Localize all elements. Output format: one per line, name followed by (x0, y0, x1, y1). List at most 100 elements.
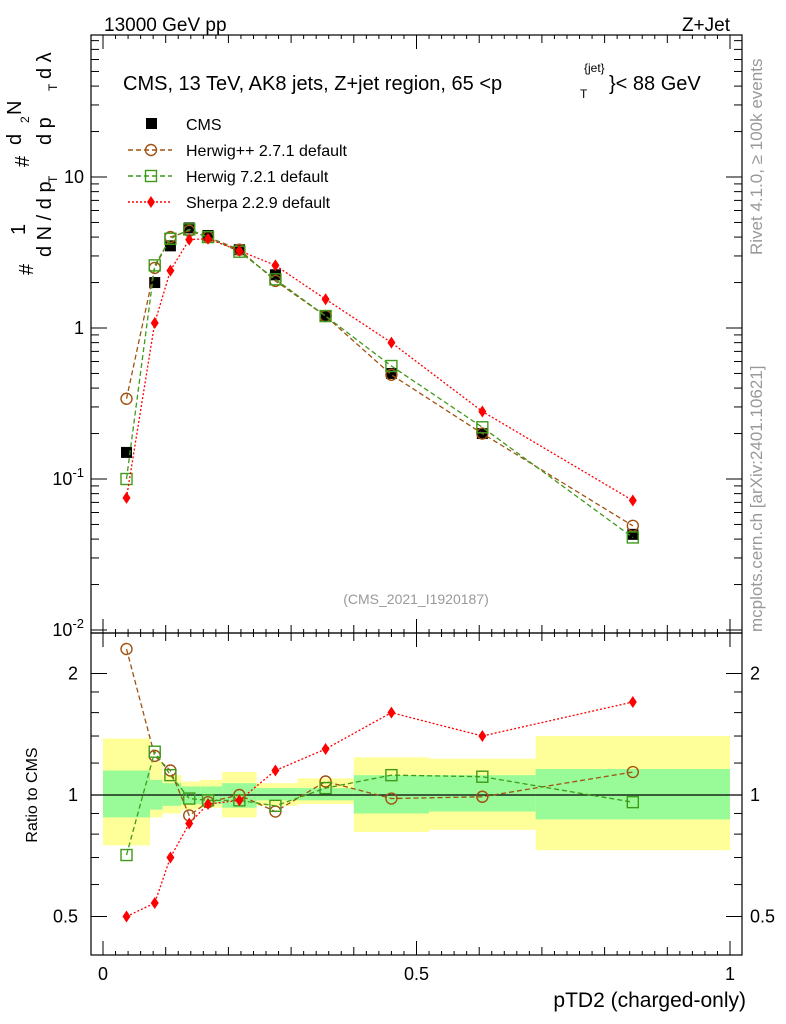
legend-cms-marker (146, 118, 157, 129)
ratio-point-herwig-7-2-1-default-3 (183, 792, 196, 805)
top-line-sherpa-2-2-9-default (125, 238, 634, 502)
top-point-herwig-7-2-1-default-2 (164, 232, 177, 245)
top-point-herwig-2-7-1-default-9 (476, 427, 489, 440)
ratio-point-herwig-2-7-1-default-10 (626, 765, 640, 779)
ylabel-dn: d N / d p (34, 181, 56, 257)
top-point-herwig-7-2-1-default-8 (385, 359, 398, 373)
ratio-line-herwig-7-2-1-default (125, 750, 633, 856)
top-point-cms-8 (385, 367, 397, 379)
top-point-sherpa-2-2-9-default-8 (387, 336, 396, 349)
top-point-herwig-2-7-1-default-0 (120, 392, 133, 405)
y-tick-label-ratio: 2 (68, 664, 78, 684)
ratio-point-herwig-7-2-1-default-6 (269, 799, 282, 813)
ratio-point-herwig-2-7-1-default-7 (319, 775, 332, 788)
x-tick-label: 0.5 (404, 964, 429, 984)
x-axis-label: pTD2 (charged-only) (553, 989, 746, 1012)
title-sub: T (580, 87, 588, 101)
ylabel-t: T (46, 175, 60, 183)
ratio-point-sherpa-2-2-9-default-7 (321, 743, 330, 756)
ratio-point-herwig-7-2-1-default-8 (385, 768, 398, 782)
y-tick-label-top: 10-1 (52, 465, 84, 489)
top-point-herwig-7-2-1-default-0 (120, 472, 133, 486)
y-axis-label-top: # 1 d N / d p T # d 2 N d p T d λ (4, 52, 60, 275)
ratio-point-herwig-7-2-1-default-2 (164, 768, 177, 782)
top-point-sherpa-2-2-9-default-7 (321, 293, 330, 306)
ratio-point-sherpa-2-2-9-default-9 (478, 730, 487, 743)
top-point-herwig-7-2-1-default-1 (148, 259, 161, 272)
top-point-sherpa-2-2-9-default-9 (478, 405, 487, 418)
top-point-herwig-7-2-1-default-10 (626, 531, 640, 544)
y-axis-label-ratio: Ratio to CMS (24, 747, 41, 842)
ratio-point-sherpa-2-2-9-default-3 (185, 817, 194, 830)
top-point-cms-0 (121, 446, 133, 458)
band-inner-9 (429, 775, 536, 812)
y-tick-label-ratio: 1 (68, 785, 78, 805)
x-tick-label: 1 (725, 964, 735, 984)
top-point-sherpa-2-2-9-default-2 (166, 264, 175, 277)
top-point-sherpa-2-2-9-default-1 (150, 316, 159, 329)
top-point-sherpa-2-2-9-default-4 (204, 232, 213, 245)
band-inner-0 (103, 770, 151, 818)
ratio-point-sherpa-2-2-9-default-4 (204, 797, 213, 810)
ylabel-t2: T (46, 83, 60, 91)
legend-herwigpp-label: Herwig++ 2.7.1 default (186, 143, 348, 160)
header-right: Z+Jet (682, 15, 731, 36)
top-point-herwig-7-2-1-default-7 (319, 309, 332, 323)
legend-cms-label: CMS (186, 117, 222, 134)
legend-herwigpp-marker (144, 143, 158, 157)
ylabel-dlam: d λ (34, 52, 56, 79)
ylabel-dpt: d p (34, 117, 56, 145)
legend: CMS Herwig++ 2.7.1 default Herwig 7.2.1 … (128, 117, 348, 212)
legend-sherpa-label: Sherpa 2.2.9 default (186, 195, 331, 212)
top-line-herwig-7-2-1-default (125, 228, 634, 538)
y-tick-label-top: 10-2 (52, 616, 84, 640)
title-sup: {jet} (584, 61, 605, 75)
top-point-herwig-7-2-1-default-9 (476, 421, 489, 434)
title-tail: }< 88 GeV (609, 73, 701, 95)
legend-herwig7-marker (144, 169, 158, 183)
rivet-version-note: Rivet 4.1.0, ≥ 100k events (747, 59, 766, 255)
ylabel-hash: # (16, 263, 38, 275)
top-point-sherpa-2-2-9-default-10 (628, 494, 637, 507)
ratio-point-herwig-7-2-1-default-7 (319, 781, 332, 795)
x-tick-label: 0 (98, 964, 108, 984)
top-point-cms-1 (149, 277, 161, 289)
ratio-point-herwig-7-2-1-default-1 (148, 745, 161, 758)
ratio-point-herwig-2-7-1-default-9 (476, 790, 489, 803)
ratio-point-sherpa-2-2-9-default-1 (150, 897, 159, 910)
top-point-cms-2 (164, 240, 176, 252)
top-point-sherpa-2-2-9-default-5 (235, 244, 244, 257)
top-point-sherpa-2-2-9-default-6 (271, 259, 280, 272)
ratio-point-sherpa-2-2-9-default-5 (235, 794, 244, 807)
top-point-sherpa-2-2-9-default-3 (185, 233, 194, 246)
top-point-herwig-7-2-1-default-6 (269, 273, 282, 286)
header-left: 13000 GeV pp (104, 15, 227, 36)
ratio-point-sherpa-2-2-9-default-10 (628, 695, 637, 708)
y-tick-label-ratio-right: 1 (750, 785, 760, 805)
analysis-reference: (CMS_2021_I1920187) (343, 591, 489, 607)
legend-herwig7-label: Herwig 7.2.1 default (186, 169, 329, 186)
y-tick-label-ratio-right: 0.5 (750, 907, 775, 927)
top-point-sherpa-2-2-9-default-0 (122, 491, 131, 504)
ylabel-n: N (4, 101, 26, 115)
title-main: CMS, 13 TeV, AK8 jets, Z+jet region, 65 … (123, 73, 502, 95)
y-tick-label-top: 10 (64, 167, 84, 187)
top-point-cms-3 (183, 222, 195, 234)
plot-title: CMS, 13 TeV, AK8 jets, Z+jet region, 65 … (123, 61, 701, 101)
y-tick-label-ratio-right: 2 (750, 664, 760, 684)
y-tick-label-ratio: 0.5 (53, 907, 78, 927)
ratio-point-herwig-2-7-1-default-0 (120, 642, 133, 656)
ylabel-two: 2 (18, 116, 32, 123)
ratio-point-herwig-7-2-1-default-9 (476, 770, 489, 783)
top-point-herwig-2-7-1-default-8 (385, 368, 398, 381)
band-inner-8 (353, 775, 430, 814)
ylabel-one: 1 (8, 224, 30, 235)
ratio-point-herwig-7-2-1-default-10 (626, 795, 640, 809)
ratio-point-herwig-2-7-1-default-8 (385, 792, 398, 805)
ratio-point-sherpa-2-2-9-default-0 (122, 910, 131, 923)
band-inner-6 (256, 788, 298, 801)
ylabel-hash2: # (12, 155, 34, 167)
ratio-point-sherpa-2-2-9-default-8 (387, 706, 396, 719)
ratio-point-sherpa-2-2-9-default-6 (271, 764, 280, 777)
